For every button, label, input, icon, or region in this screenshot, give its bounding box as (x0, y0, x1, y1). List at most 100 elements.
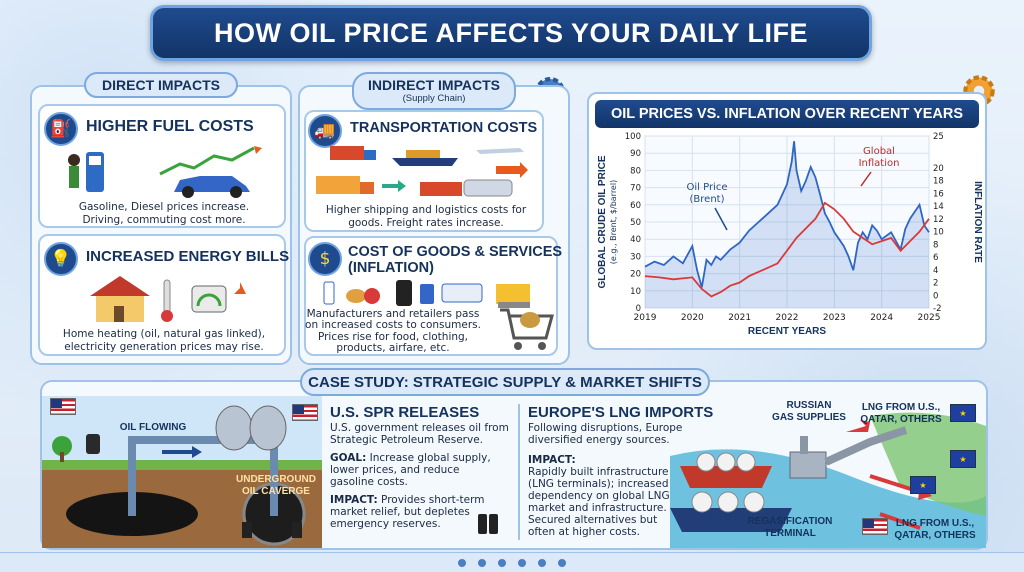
y-left-tick-label: 70 (630, 184, 641, 194)
lng-impact-line2: (LNG terminals); increased (528, 478, 669, 490)
lng-impact-line5: Secured alternatives but (528, 514, 658, 526)
y-right-tick-label: 25 (933, 132, 944, 142)
y-left-tick-label: 60 (630, 201, 641, 211)
spr-desc-line2: Strategic Petroleum Reserve. (330, 434, 483, 446)
spr-illustration (42, 396, 322, 548)
y-right-tick-label: -2 (933, 304, 941, 314)
gas-pump-icon: ⛽ (44, 112, 78, 146)
indirect-header-subtitle: (Supply Chain) (402, 93, 466, 104)
lng-bottom-label-line2: QATAR, OTHERS (894, 530, 976, 541)
y-left-tick-label: 40 (630, 235, 641, 245)
goods-text-line4: products, airfare, etc. (336, 342, 450, 354)
spr-goal-line3: gasoline costs. (330, 476, 408, 488)
x-tick-label: 2019 (634, 313, 657, 323)
spr-goal-line1: GOAL: Increase global supply, (330, 452, 491, 465)
lng-bottom-label-line1: LNG FROM U.S., (895, 518, 975, 529)
y-right-tick-label: 18 (933, 177, 944, 187)
chart-panel: OIL PRICES VS. INFLATION OVER RECENT YEA… (587, 92, 987, 350)
footer-dot (538, 558, 546, 567)
lng-title: EUROPE'S LNG IMPORTS (528, 404, 714, 421)
case-study-header: CASE STUDY: STRATEGIC SUPPLY & MARKET SH… (300, 368, 710, 396)
footer-dot (478, 558, 486, 567)
goods-card-subtitle: (INFLATION) (348, 260, 434, 276)
x-tick-label: 2025 (918, 313, 941, 323)
cost-of-goods-card: $ COST OF GOODS & SERVICES (INFLATION) M… (304, 236, 562, 356)
inflation-annotation-arrow (860, 171, 872, 187)
goods-text-line3: Prices rise for food, clothing, (317, 331, 469, 343)
oil-price-area (645, 141, 929, 308)
y-left-tick-label: 100 (625, 132, 641, 142)
y-left-tick-label: 30 (630, 252, 641, 262)
energy-text-line2: electricity generation prices may rise. (64, 341, 264, 353)
indirect-header-title: INDIRECT IMPACTS (368, 77, 500, 93)
y-right-tick-label: 6 (933, 253, 938, 263)
transport-text-line2: goods. Freight rates increase. (348, 217, 504, 229)
transportation-costs-card: 🚚 TRANSPORTATION COSTS Higher shipping a… (304, 110, 544, 232)
footer-bar (0, 552, 1024, 572)
fuel-text-line2: Driving, commuting cost more. (82, 214, 246, 226)
lng-impact-line6: often at higher costs. (528, 526, 640, 538)
oil-price-annotation-sub: (Brent) (690, 194, 725, 205)
eu-flag-icon: ★ (950, 404, 976, 422)
inflation-annotation: Global (863, 146, 895, 157)
russian-label-line2: GAS SUPPLIES (772, 412, 846, 423)
fuel-card-title: HIGHER FUEL COSTS (86, 118, 254, 135)
lng-desc-line1: Following disruptions, Europe (528, 422, 683, 434)
truck-icon: 🚚 (308, 114, 342, 148)
footer-dot (558, 558, 566, 567)
spr-goal-text: Increase global supply, (366, 452, 491, 464)
spr-desc-line1: U.S. government releases oil from (330, 422, 509, 434)
y-right-tick-label: 4 (933, 266, 938, 276)
lng-impact-line1: Rapidly built infrastructure (528, 466, 669, 478)
fuel-text-line1: Gasoline, Diesel prices increase. (78, 201, 250, 213)
spr-impact-line2: market relief, but depletes (330, 506, 470, 518)
y-left-tick-label: 0 (636, 304, 641, 314)
eu-flag-icon: ★ (950, 450, 976, 468)
indirect-impacts-header: INDIRECT IMPACTS (Supply Chain) (352, 72, 516, 110)
cavern-label-line2: OIL CAVERGE (242, 486, 310, 497)
regas-label-line2: TERMINAL (764, 528, 816, 539)
lng-illustration (670, 412, 986, 548)
us-flag-icon (292, 404, 318, 421)
spr-impact-line1: IMPACT: Provides short-term (330, 494, 485, 507)
x-tick-label: 2021 (728, 313, 751, 323)
footer-dot (518, 558, 526, 567)
energy-card-title: INCREASED ENERGY BILLS (86, 248, 290, 265)
y-left-axis-label: GLOBAL CRUDE OIL PRICE (597, 155, 608, 288)
oil-annotation-arrow (714, 207, 728, 231)
direct-impacts-header: DIRECT IMPACTS (84, 72, 238, 98)
shopping-cart-icon (500, 308, 554, 350)
spr-goal-label: GOAL: (330, 452, 367, 464)
y-left-tick-label: 90 (630, 149, 641, 159)
oil-price-line (644, 141, 930, 288)
fuel-illustration (68, 146, 262, 198)
inflation-line (644, 201, 930, 298)
page-title: HOW OIL PRICE AFFECTS YOUR DAILY LIFE (213, 17, 809, 48)
oil-price-annotation: Oil Price (686, 182, 727, 193)
x-tick-label: 2023 (823, 313, 846, 323)
y-right-tick-label: 0 (933, 291, 938, 301)
lng-top-label-line1: LNG FROM U.S., (861, 402, 941, 413)
y-right-tick-label: 12 (933, 215, 944, 225)
higher-fuel-costs-card: ⛽ HIGHER FUEL COSTS Gasoline, Diesel pri… (38, 104, 286, 228)
y-right-tick-label: 20 (933, 164, 944, 174)
energy-text-line1: Home heating (oil, natural gas linked), (62, 328, 266, 340)
cavern-label-line1: UNDERGROUND (236, 474, 316, 485)
y-left-tick-label: 10 (630, 287, 641, 297)
money-bag-icon: $ (308, 242, 342, 276)
y-left-axis-sublabel: (e.g., Brent, $/barrel) (609, 180, 618, 264)
goods-illustration (323, 280, 530, 308)
us-flag-icon (862, 518, 888, 535)
russian-label-line1: RUSSIAN (786, 400, 832, 411)
energy-bills-card: 💡 INCREASED ENERGY BILLS Home heating (o… (38, 234, 290, 356)
eu-flag-icon: ★ (910, 476, 936, 494)
title-banner: HOW OIL PRICE AFFECTS YOUR DAILY LIFE (150, 5, 872, 61)
spr-impact-text: Provides short-term (377, 494, 485, 506)
y-left-tick-label: 80 (630, 166, 641, 176)
goods-text-line1: Manufacturers and retailers pass (306, 308, 480, 320)
x-tick-label: 2022 (776, 313, 799, 323)
y-left-tick-label: 20 (630, 270, 641, 280)
lng-top-label-line2: QATAR, OTHERS (860, 414, 942, 425)
inflation-annotation-sub: Inflation (859, 158, 900, 169)
energy-illustration (90, 276, 246, 322)
